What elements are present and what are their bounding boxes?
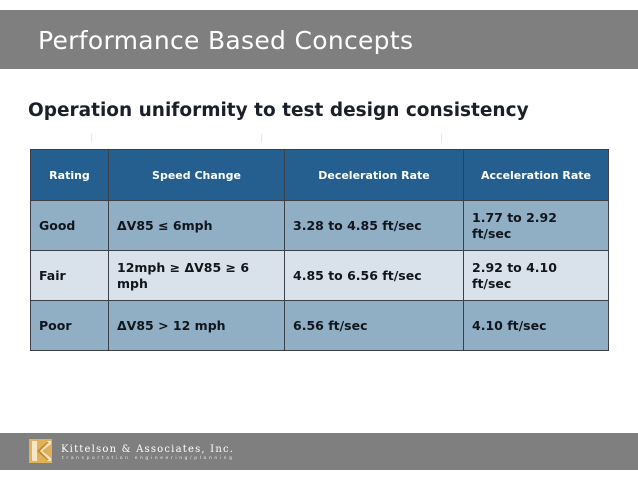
consistency-table: Rating Speed Change Deceleration Rate Ac…: [30, 149, 609, 351]
column-header-rating: Rating: [30, 149, 109, 201]
divider-tick: [91, 134, 92, 142]
slide-subtitle: Operation uniformity to test design cons…: [28, 100, 529, 121]
table-row: Poor ΔV85 > 12 mph 6.56 ft/sec 4.10 ft/s…: [30, 300, 609, 351]
table-row: Good ΔV85 ≤ 6mph 3.28 to 4.85 ft/sec 1.7…: [30, 200, 609, 251]
acceleration-rate-cell: 1.77 to 2.92 ft/sec: [463, 200, 609, 251]
kittelson-logo-icon: [29, 439, 52, 463]
company-tagline: transportation engineering/planning: [62, 456, 235, 461]
speed-change-cell: ΔV85 > 12 mph: [108, 300, 285, 351]
divider-tick: [441, 134, 442, 142]
speed-change-cell: ΔV85 ≤ 6mph: [108, 200, 285, 251]
acceleration-rate-cell: 2.92 to 4.10 ft/sec: [463, 250, 609, 301]
speed-change-cell: 12mph ≥ ΔV85 ≥ 6 mph: [108, 250, 285, 301]
column-header-acceleration-rate: Acceleration Rate: [463, 149, 609, 201]
deceleration-rate-cell: 6.56 ft/sec: [284, 300, 464, 351]
deceleration-rate-cell: 3.28 to 4.85 ft/sec: [284, 200, 464, 251]
table-row: Fair 12mph ≥ ΔV85 ≥ 6 mph 4.85 to 6.56 f…: [30, 250, 609, 301]
deceleration-rate-cell: 4.85 to 6.56 ft/sec: [284, 250, 464, 301]
rating-cell: Good: [30, 200, 109, 251]
column-header-speed-change: Speed Change: [108, 149, 285, 201]
footer-band: [0, 433, 638, 470]
title-band: [0, 10, 638, 69]
table-header-row: Rating Speed Change Deceleration Rate Ac…: [30, 149, 609, 201]
divider-tick: [261, 134, 262, 142]
column-header-deceleration-rate: Deceleration Rate: [284, 149, 464, 201]
rating-cell: Fair: [30, 250, 109, 301]
rating-cell: Poor: [30, 300, 109, 351]
acceleration-rate-cell: 4.10 ft/sec: [463, 300, 609, 351]
slide-title: Performance Based Concepts: [38, 26, 414, 55]
company-name: Kittelson & Associates, Inc.: [61, 444, 235, 455]
